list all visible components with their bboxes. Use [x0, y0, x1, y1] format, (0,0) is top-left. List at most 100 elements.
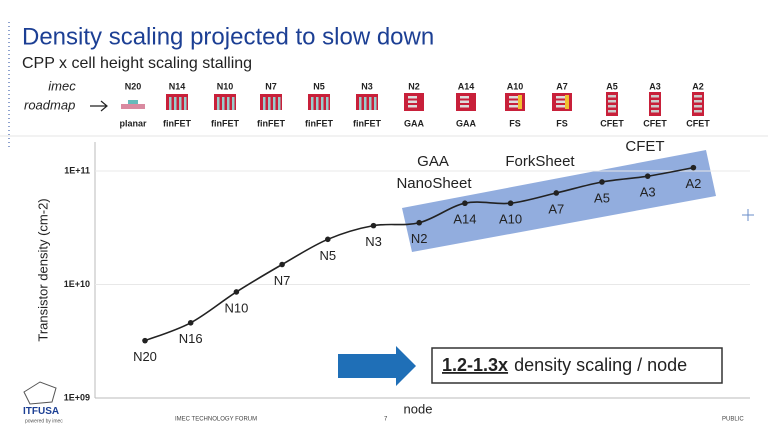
icon [408, 105, 417, 108]
annotation: ForkSheet [505, 153, 575, 170]
icon [408, 96, 417, 99]
roadmap-node: N14 [169, 81, 186, 91]
icon [128, 100, 138, 104]
point [507, 200, 514, 207]
logo-sub: USA [38, 406, 59, 417]
icon [369, 97, 372, 110]
icon [651, 105, 659, 108]
point [644, 173, 651, 179]
point [187, 319, 194, 326]
roadmap-node: A14 [458, 81, 475, 91]
subtitle: CPP x cell height scaling stalling [22, 55, 252, 72]
icon [460, 105, 469, 108]
page-number: 7 [384, 417, 388, 423]
roadmap-arch: finFET [353, 118, 381, 128]
icon [321, 97, 324, 110]
decoration [742, 209, 754, 221]
point-label: N2 [411, 231, 428, 246]
icon [556, 100, 565, 103]
callout-text: 1.2-1.3x density scaling / node [442, 355, 687, 375]
point [416, 219, 423, 226]
icon [364, 97, 367, 110]
icon [651, 95, 659, 98]
logo-mark [23, 381, 57, 405]
y-tick-label: 1E+09 [64, 392, 90, 402]
y-axis-title: Transistor density (cm-2) [35, 198, 50, 341]
icon [268, 97, 271, 110]
icon [556, 96, 565, 99]
roadmap-arch: planar [119, 118, 147, 128]
icon [694, 105, 702, 108]
y-tick-label: 1E+10 [64, 279, 90, 289]
icon [217, 97, 220, 110]
roadmap-node: N20 [125, 81, 142, 91]
roadmap-node: A5 [606, 81, 618, 91]
roadmap-node: N3 [361, 81, 373, 91]
icon [509, 105, 518, 108]
icon [608, 100, 616, 103]
icon [651, 110, 659, 113]
icon [651, 100, 659, 103]
x-axis-title: node [404, 401, 433, 416]
icon [565, 95, 569, 109]
icon [232, 97, 235, 110]
logo: ITFUSA [23, 406, 59, 417]
annotation: NanoSheet [396, 175, 472, 192]
point-label: A5 [594, 190, 610, 205]
icon [608, 95, 616, 98]
point [599, 179, 605, 185]
roadmap-node: N7 [265, 81, 277, 91]
point [690, 164, 697, 171]
point-label: N10 [224, 300, 248, 315]
roadmap-arch: finFET [305, 118, 333, 128]
icon [316, 97, 319, 110]
roadmap-label: roadmap [24, 97, 75, 112]
roadmap-arch: finFET [163, 118, 191, 128]
icon [408, 100, 417, 103]
roadmap-arch: finFET [211, 118, 239, 128]
roadmap-arrow [90, 100, 108, 112]
roadmap-arch: GAA [404, 118, 425, 128]
icon [278, 97, 281, 110]
point-label: A2 [685, 176, 701, 191]
footer-event: IMEC TECHNOLOGY FORUM [175, 417, 257, 423]
point-label: A14 [453, 212, 476, 227]
roadmap-arch: FS [556, 118, 568, 128]
roadmap-node: N5 [313, 81, 325, 91]
icon [608, 105, 616, 108]
point [370, 222, 377, 229]
roadmap-node: A10 [507, 81, 524, 91]
roadmap-node: N2 [408, 81, 420, 91]
point [325, 236, 331, 243]
icon [121, 104, 145, 109]
callout-box [431, 347, 723, 384]
icon [509, 96, 518, 99]
icon [179, 97, 182, 110]
icon [326, 97, 329, 110]
point-label: A10 [499, 212, 522, 227]
y-tick-label: 1E+11 [64, 165, 90, 175]
annotation: GAA [417, 153, 449, 170]
point-label: A3 [640, 185, 656, 200]
point-label: N7 [274, 273, 291, 288]
logo-tag: powered by imec [25, 418, 63, 424]
roadmap-node: A3 [649, 81, 661, 91]
icon [263, 97, 266, 110]
callout-emphasis: 1.2-1.3x [442, 355, 508, 375]
roadmap-arch: finFET [257, 118, 285, 128]
point-label: N3 [365, 234, 382, 249]
icon [359, 97, 362, 110]
point [233, 289, 240, 295]
icon [169, 97, 172, 110]
roadmap-node: A2 [692, 81, 704, 91]
title: Density scaling projected to slow down [22, 23, 434, 50]
icon [460, 96, 469, 99]
classification: PUBLIC [722, 417, 744, 423]
roadmap-label: imec [48, 78, 76, 93]
annotation: CFET [625, 138, 664, 155]
icon [222, 97, 225, 110]
icon [460, 100, 469, 103]
point [142, 337, 148, 344]
highlight-band [402, 150, 716, 252]
